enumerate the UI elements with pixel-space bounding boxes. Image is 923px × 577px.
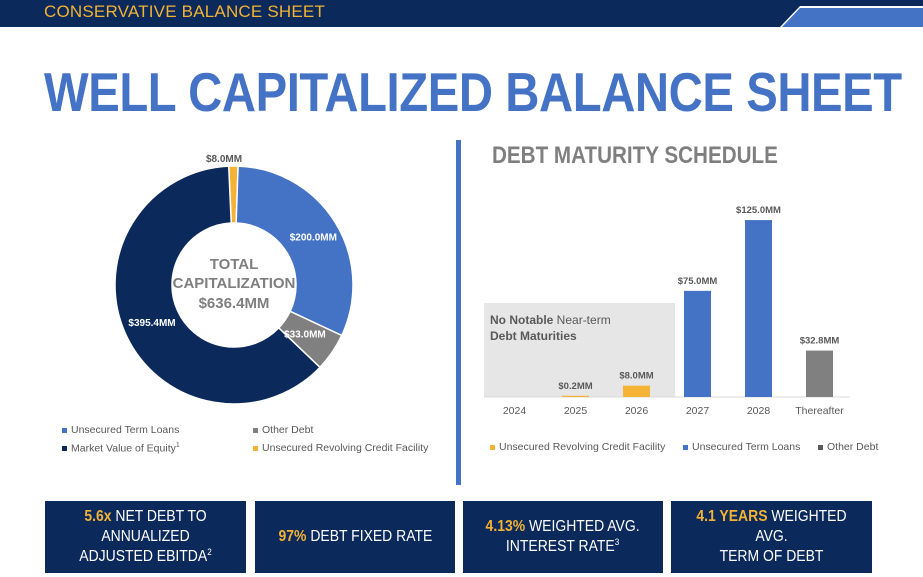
legend-label: Other Debt xyxy=(827,441,879,453)
legend-label: Other Debt xyxy=(262,424,314,436)
legend-swatch xyxy=(818,444,823,450)
legend-swatch xyxy=(253,445,258,451)
kpi-highlight: 4.13% xyxy=(485,518,526,535)
legend-swatch xyxy=(62,446,67,452)
debt-maturity-bar-chart: No Notable Near-term Debt Maturities 2024 $… xyxy=(484,205,850,417)
data-label-2028: $125.0MM xyxy=(736,205,781,216)
kpi-highlight: 97% xyxy=(278,528,307,545)
legend-swatch xyxy=(490,444,495,450)
kpi-card-term: 4.1 YEARS WEIGHTED AVG. TERM OF DEBT xyxy=(671,501,872,573)
bar-legend-term-loans: Unsecured Term Loans xyxy=(683,441,800,453)
donut-legend-term-loans: Unsecured Term Loans xyxy=(62,424,179,436)
page-title: WELL CAPITALIZED BALANCE SHEET xyxy=(44,61,902,123)
tick-label-2026: 2026 xyxy=(625,405,649,417)
legend-label: Market Value of Equity xyxy=(71,442,176,455)
bar-2025 xyxy=(562,395,589,397)
center-label-line1: TOTAL xyxy=(210,256,259,273)
capitalization-donut-chart: $200.0MM $33.0MM $395.4MM $8.0MM TOTAL CAPITA… xyxy=(114,154,354,405)
legend-label: Unsecured Revolving Credit Facility xyxy=(499,441,666,453)
data-label-2026: $8.0MM xyxy=(619,371,653,382)
legend-label: Unsecured Term Loans xyxy=(692,441,801,453)
donut-legend-revolver: Unsecured Revolving Credit Facility xyxy=(253,442,428,454)
section-label: CONSERVATIVE BALANCE SHEET xyxy=(44,2,326,21)
annotation-line1: No Notable Near-term xyxy=(490,313,611,327)
tick-label-2028: 2028 xyxy=(747,405,771,417)
center-label-total: $636.4MM xyxy=(199,295,270,312)
bar-2026 xyxy=(623,385,650,397)
label-other-debt: $33.0MM xyxy=(284,330,326,341)
kpi-text-line2: INTEREST RATE xyxy=(506,538,616,555)
section-divider xyxy=(456,140,461,485)
donut-legend-other-debt: Other Debt xyxy=(253,424,313,436)
legend-label: Unsecured Revolving Credit Facility xyxy=(262,442,429,454)
legend-swatch xyxy=(253,427,258,433)
kpi-text: DEBT FIXED RATE xyxy=(306,528,432,545)
tick-label-thereafter: Thereafter xyxy=(795,405,844,417)
kpi-text: WEIGHTED AVG. xyxy=(755,508,847,545)
debt-maturity-title: DEBT MATURITY SCHEDULE xyxy=(492,142,778,169)
kpi-card-fixed-rate: 97% DEBT FIXED RATE xyxy=(255,501,455,573)
kpi-card-net-debt: 5.6x NET DEBT TO ANNUALIZED ADJUSTED EBIT… xyxy=(45,501,246,573)
legend-swatch xyxy=(62,427,67,433)
kpi-superscript: 2 xyxy=(207,546,212,557)
kpi-text-line2: TERM OF DEBT xyxy=(719,548,824,565)
slice-term-loans xyxy=(235,165,354,337)
label-term-loans: $200.0MM xyxy=(290,232,337,243)
tick-label-2024: 2024 xyxy=(503,405,527,417)
legend-superscript: 1 xyxy=(175,442,180,449)
data-label-2025: $0.2MM xyxy=(558,381,592,392)
kpi-highlight: 5.6x xyxy=(84,508,112,525)
legend-swatch xyxy=(683,444,688,450)
label-revolver: $8.0MM xyxy=(206,154,242,165)
no-maturities-box xyxy=(484,303,675,397)
bar-legend-other-debt: Other Debt xyxy=(818,441,878,453)
legend-label: Unsecured Term Loans xyxy=(71,424,180,436)
kpi-superscript: 3 xyxy=(615,536,620,547)
kpi-text-line2: ADJUSTED EBITDA xyxy=(79,548,208,565)
tick-label-2027: 2027 xyxy=(686,405,710,417)
bar-legend-revolver: Unsecured Revolving Credit Facility xyxy=(490,441,665,453)
data-label-2027: $75.0MM xyxy=(678,276,718,287)
bar-2027 xyxy=(684,290,711,397)
slice-equity xyxy=(114,165,321,405)
bar-2028 xyxy=(745,220,772,397)
bar-thereafter xyxy=(806,350,833,397)
label-equity: $395.4MM xyxy=(128,318,175,329)
data-label-thereafter: $32.8MM xyxy=(800,336,840,347)
top-banner xyxy=(0,0,923,27)
kpi-text: WEIGHTED AVG. xyxy=(525,518,641,535)
kpi-highlight: 4.1 YEARS xyxy=(696,508,768,525)
donut-legend-equity: Market Value of Equity1 xyxy=(62,442,180,455)
tick-label-2025: 2025 xyxy=(564,405,588,417)
kpi-card-interest-rate: 4.13% WEIGHTED AVG. INTEREST RATE3 xyxy=(463,501,663,573)
annotation-line2: Debt Maturities xyxy=(490,329,577,343)
kpi-text: NET DEBT TO ANNUALIZED xyxy=(101,508,207,545)
center-label-line2: CAPITALIZATION xyxy=(173,275,296,292)
